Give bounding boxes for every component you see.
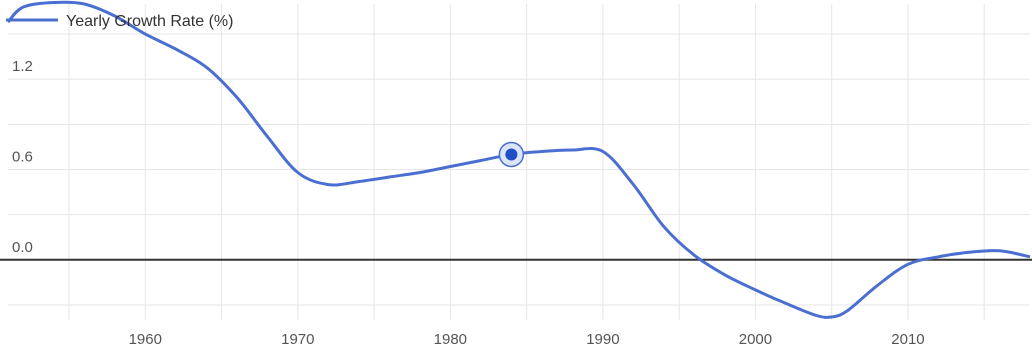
grid-lines xyxy=(8,4,1030,320)
y-tick-label: 0.6 xyxy=(12,149,33,166)
highlight-point[interactable] xyxy=(505,148,518,161)
x-tick-label: 2000 xyxy=(739,331,772,348)
x-tick-label: 1990 xyxy=(586,331,619,348)
y-tick-label: 0.0 xyxy=(12,239,33,256)
legend[interactable]: Yearly Growth Rate (%) xyxy=(6,13,233,30)
x-tick-label: 1970 xyxy=(281,331,314,348)
x-tick-label: 1980 xyxy=(434,331,467,348)
x-tick-label: 2010 xyxy=(891,331,924,348)
series-line[interactable] xyxy=(6,0,1031,319)
x-tick-label: 1960 xyxy=(129,331,162,348)
series-layer xyxy=(6,0,1031,319)
legend-label: Yearly Growth Rate (%) xyxy=(66,13,233,30)
y-tick-label: 1.2 xyxy=(12,58,33,75)
axes: 0.0 0.6 1.2 1960 1970 1980 1990 2000 2010 xyxy=(0,58,1032,348)
